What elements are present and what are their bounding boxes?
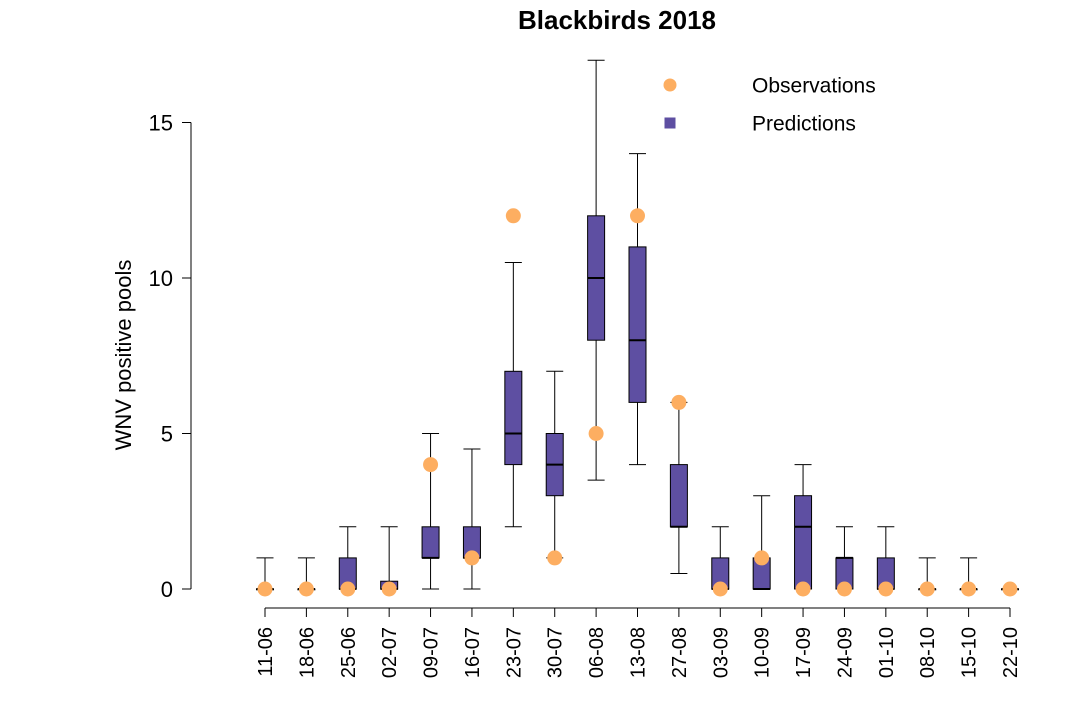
box-02-07 — [380, 526, 399, 590]
legend-marker-predictions — [664, 117, 676, 129]
box-iqr — [669, 464, 688, 528]
observation-point — [671, 394, 687, 410]
y-tick-label: 0 — [161, 577, 173, 602]
observation-point — [961, 581, 977, 597]
x-tick-label: 01-10 — [876, 627, 898, 678]
x-tick-label: 10-09 — [752, 627, 774, 678]
x-tick-label: 15-10 — [959, 627, 981, 678]
box-24-09 — [835, 526, 854, 590]
box-iqr — [421, 526, 440, 559]
observation-point — [423, 457, 439, 473]
box-16-07 — [462, 448, 481, 590]
box-09-07 — [421, 433, 440, 590]
x-tick-label: 09-07 — [421, 627, 443, 678]
x-axis: 11-06 18-06 25-06 02-07 09-07 16-07 23-07 30-07… — [255, 607, 1022, 678]
prediction-boxes — [256, 59, 1019, 591]
x-tick-label: 08-10 — [917, 627, 939, 678]
y-tick-label: 15 — [149, 111, 173, 136]
legend-marker-observations — [663, 78, 677, 92]
observation-point — [795, 581, 811, 597]
observation-point — [919, 581, 935, 597]
box-iqr — [628, 246, 647, 403]
x-tick-label: 11-06 — [255, 627, 277, 677]
observation-point — [1002, 581, 1018, 597]
chart-title: Blackbirds 2018 — [518, 5, 716, 35]
y-tick-label: 5 — [161, 422, 173, 447]
box-30-07 — [545, 370, 564, 559]
y-tick-label: 10 — [149, 266, 173, 291]
box-25-06 — [338, 526, 357, 590]
x-tick-label: 06-08 — [586, 627, 608, 678]
x-tick-label: 25-06 — [338, 627, 360, 678]
box-06-08 — [587, 59, 606, 481]
x-tick-label: 22-10 — [1000, 627, 1022, 678]
x-tick-label: 18-06 — [296, 627, 318, 678]
observation-point — [547, 550, 563, 566]
observation-point — [630, 208, 645, 224]
legend: Observations Predictions — [663, 75, 876, 136]
observation-point — [340, 581, 356, 597]
x-tick-label: 24-09 — [834, 627, 856, 678]
observation-point — [712, 581, 728, 597]
box-iqr — [504, 370, 523, 466]
x-tick-label: 30-07 — [545, 627, 567, 678]
observation-point — [257, 581, 273, 597]
x-tick-label: 16-07 — [462, 627, 484, 678]
observation-point — [298, 581, 314, 597]
observation-point — [381, 581, 397, 597]
y-axis-label: WNV positive pools — [111, 260, 136, 451]
observation-point — [836, 581, 852, 597]
x-tick-label: 17-09 — [793, 627, 815, 678]
x-tick-label: 13-08 — [628, 627, 650, 678]
x-tick-label: 02-07 — [379, 627, 401, 678]
x-tick-label: 27-08 — [669, 627, 691, 678]
y-axis: 0 5 10 15 — [149, 111, 192, 602]
x-tick-label: 03-09 — [710, 627, 732, 678]
box-03-09 — [711, 526, 730, 590]
observation-point — [588, 426, 604, 441]
observation-point — [754, 550, 770, 566]
legend-label: Predictions — [752, 113, 856, 136]
observation-point — [505, 208, 521, 224]
observation-point — [878, 581, 894, 597]
legend-label: Observations — [752, 75, 876, 98]
box-17-09 — [794, 464, 813, 590]
box-27-08 — [669, 401, 688, 574]
observation-point — [464, 550, 480, 566]
x-tick-label: 23-07 — [503, 627, 525, 678]
box-23-07 — [504, 261, 523, 528]
box-iqr — [794, 495, 813, 590]
box-13-08 — [628, 153, 647, 466]
box-01-10 — [876, 526, 895, 590]
observation-points — [257, 208, 1018, 597]
box-10-09 — [752, 495, 771, 590]
